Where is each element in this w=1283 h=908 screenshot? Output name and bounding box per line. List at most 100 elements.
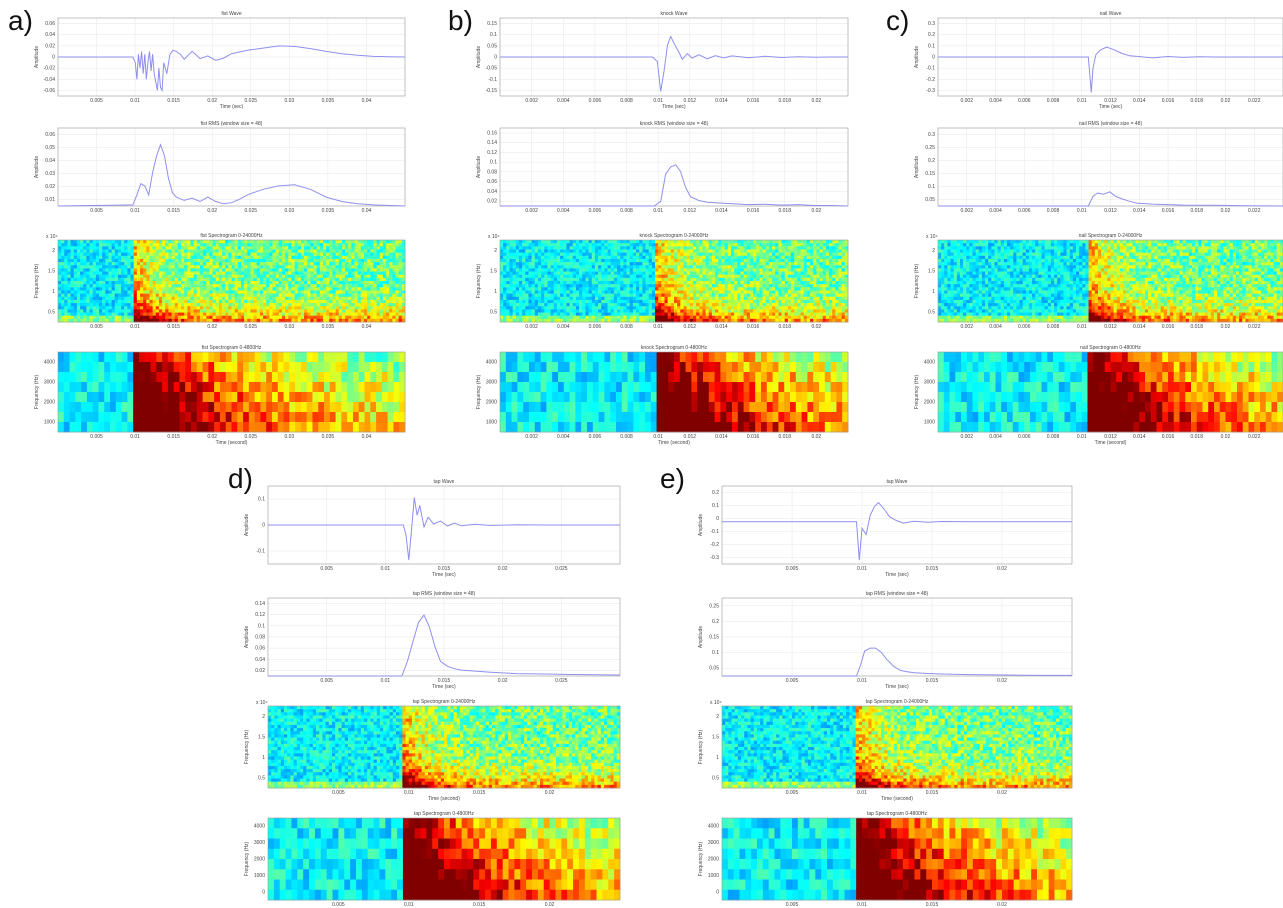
spectrogram-cell (67, 315, 72, 320)
spectrogram-cell (322, 255, 327, 260)
spectrogram-cell (102, 306, 106, 310)
spectrogram-cell (632, 271, 637, 276)
spectrogram-cell (294, 271, 299, 276)
spectrogram-cell (537, 318, 542, 323)
spectrogram-cell (531, 252, 536, 257)
spectrogram-cell (617, 274, 621, 279)
spectrogram-cell (620, 312, 624, 317)
spectrogram-cell (354, 255, 359, 260)
spectrogram-cell (196, 372, 203, 383)
spectrogram-cell (582, 299, 586, 304)
spectrogram-cell (381, 352, 389, 363)
spectrogram-cell (209, 290, 213, 295)
spectrogram-cell (379, 284, 384, 288)
spectrogram-cell (92, 412, 99, 423)
spectrogram-cell (179, 422, 186, 433)
spectrogram-cell (550, 303, 555, 307)
spectrogram-cell (373, 312, 377, 317)
spectrogram-cell (173, 382, 180, 393)
spectrogram-cell (620, 246, 624, 250)
spectrogram-cell (124, 290, 128, 295)
spectrogram-cell (81, 402, 88, 413)
spectrogram-cell (199, 255, 204, 260)
spectrogram-cell (240, 274, 245, 279)
spectrogram-cell (108, 255, 113, 260)
spectrogram-cell (297, 277, 302, 282)
spectrogram-cell (376, 303, 381, 307)
spectrogram-cell (677, 243, 681, 247)
spectrogram-cell (181, 290, 185, 295)
spectrogram-cell (228, 303, 232, 307)
spectrogram-cell (278, 284, 283, 288)
spectrogram-cell (297, 303, 302, 307)
spectrogram-cell (594, 293, 599, 298)
spectrogram-cell (168, 274, 172, 279)
spectrogram-cell (300, 271, 305, 276)
spectrogram-cell (661, 243, 665, 247)
spectrogram-cell (661, 303, 665, 307)
spectrogram-cell (354, 240, 359, 244)
spectrogram-cell (598, 318, 602, 323)
spectrogram-cell (209, 277, 213, 282)
spectrogram-cell (225, 293, 229, 298)
spectrogram-cell (288, 299, 292, 304)
spectrogram-cell (531, 240, 536, 244)
spectrogram-cell (642, 284, 646, 288)
spectrogram-cell (387, 352, 394, 363)
spectrogram-cell (636, 312, 640, 317)
spectrogram-cell (670, 312, 675, 317)
spectrogram-cell (360, 268, 365, 272)
spectrogram-cell (240, 271, 245, 276)
spectrogram-cell (259, 306, 264, 310)
spectrogram-cell (591, 258, 596, 263)
spectrogram-cell (86, 362, 94, 373)
spectrogram-cell (670, 290, 675, 295)
spectrogram-cell (379, 249, 384, 254)
spectrogram-cell (237, 402, 244, 413)
spectrogram-cell (626, 287, 631, 291)
spectrogram-cell (381, 372, 389, 383)
spectrogram-cell (392, 258, 396, 263)
spectrogram-cell (582, 262, 586, 266)
spectrogram-cell (326, 277, 330, 282)
spectrogram-cell (127, 246, 131, 250)
spectrogram-cell (70, 303, 75, 307)
spectrogram-cell (379, 299, 384, 304)
spectrogram-cell (294, 255, 299, 260)
spectrogram-cell (387, 382, 394, 393)
spectrogram-cell (648, 246, 653, 250)
spectrogram-cell (655, 299, 659, 304)
spectrogram-cell (127, 315, 131, 320)
spectrogram-cell (75, 402, 82, 413)
spectrogram-cell (256, 268, 261, 272)
spectrogram-cell (670, 277, 675, 282)
spectrogram-cell (341, 252, 346, 257)
spectrogram-cell (500, 299, 504, 304)
spectrogram-cell (105, 309, 109, 313)
spectrogram-cell (143, 258, 147, 263)
spectrogram-cell (143, 290, 147, 295)
spectrogram-cell (329, 287, 333, 291)
spectrogram-cell (398, 290, 403, 295)
spectrogram-cell (382, 268, 387, 272)
spectrogram-cell (341, 271, 346, 276)
spectrogram-cell (295, 422, 302, 433)
spectrogram-cell (187, 303, 191, 307)
spectrogram-cell (115, 392, 123, 403)
spectrogram-cell (248, 382, 256, 393)
spectrogram-cell (208, 402, 215, 413)
spectrogram-cell (150, 382, 157, 393)
spectrogram-cell (661, 246, 665, 250)
spectrogram-cell (263, 271, 267, 276)
spectrogram-cell (363, 265, 368, 269)
spectrogram-cell (322, 274, 327, 279)
spectrogram-cell (291, 290, 295, 295)
spectrogram-cell (306, 392, 313, 403)
spectrogram-cell (674, 265, 678, 269)
spectrogram-cell (566, 277, 570, 282)
spectrogram-cell (387, 402, 394, 413)
spectrogram-cell (392, 240, 396, 244)
spectrogram-cell (146, 246, 150, 250)
spectrogram-cell (376, 258, 381, 263)
spectrogram-cell (269, 240, 273, 244)
